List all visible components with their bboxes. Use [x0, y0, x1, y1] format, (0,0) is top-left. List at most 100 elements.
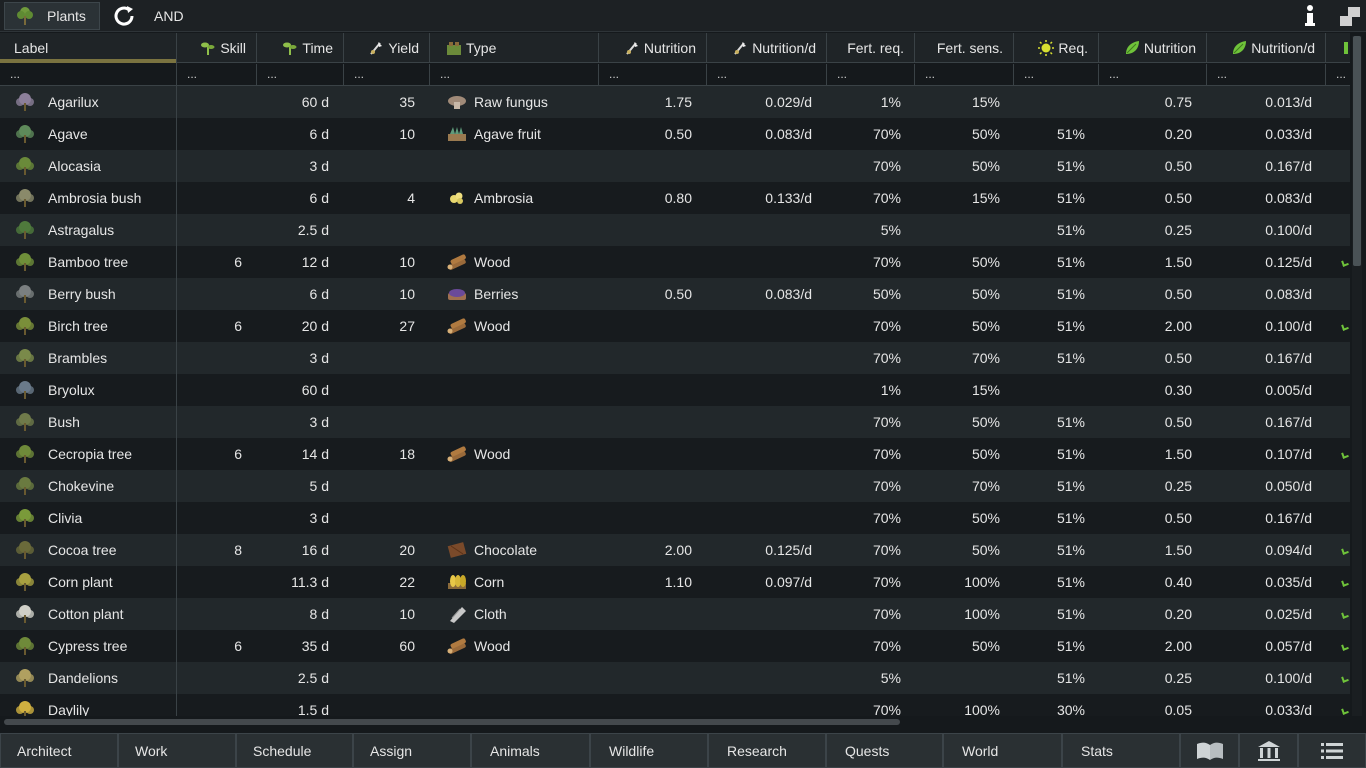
cell-time: 1.5 d	[297, 702, 329, 716]
column-header-leaf-nutrition[interactable]: Nutrition	[1099, 33, 1207, 63]
table-row[interactable]: Bush 3 d 70% 50% 51% 0.50 0.167/d	[0, 406, 1350, 438]
cell-fert-sens: 70%	[971, 478, 1000, 494]
vertical-scroll-thumb[interactable]	[1353, 36, 1361, 266]
filter-light-req[interactable]: ...	[1014, 64, 1099, 86]
column-header-yield[interactable]: Yield	[344, 33, 430, 63]
table-row[interactable]: Agarilux 60 d 35 1.75 0.029/d 1% 15% 0.75 0.013/…	[0, 86, 1350, 118]
filter-leaf-nutrition-per-day[interactable]: ...	[1207, 64, 1326, 86]
column-header-leaf-nutrition-per-day[interactable]: Nutrition/d	[1207, 33, 1326, 63]
tab-plants[interactable]: Plants	[4, 2, 100, 30]
cell-fert-req: 70%	[872, 702, 901, 716]
window-toggle-icon[interactable]	[1338, 5, 1362, 27]
cell-skill: 6	[234, 638, 242, 654]
type-label: Berries	[474, 286, 519, 302]
table-row[interactable]: Bamboo tree 6 12 d 10 70% 50% 51% 1.50 0.125/d Wo…	[0, 246, 1350, 278]
book-icon[interactable]	[1180, 733, 1239, 768]
corn-icon	[446, 573, 468, 591]
bottom-tab-work[interactable]: Work	[118, 733, 236, 768]
bottom-tab-assign[interactable]: Assign	[353, 733, 471, 768]
bottom-tab-animals[interactable]: Animals	[471, 733, 590, 768]
cell-type	[430, 470, 599, 502]
cell-fert-sens: 50%	[971, 510, 1000, 526]
cell-nutrition	[599, 374, 707, 406]
column-header-fert-req[interactable]: Fert. req.	[827, 33, 915, 63]
table-row[interactable]: Berry bush 6 d 10 0.50 0.083/d 50% 50% 51% 0.50 0…	[0, 278, 1350, 310]
filter-skill[interactable]: ...	[177, 64, 257, 86]
leaf-icon	[1231, 40, 1247, 56]
building-icon[interactable]	[1239, 733, 1298, 768]
column-header-time[interactable]: Time	[257, 33, 344, 63]
cell-fert-req: 70%	[872, 510, 901, 526]
cell-n2: 0.50	[1164, 158, 1192, 174]
table-row[interactable]: Alocasia 3 d 70% 50% 51% 0.50 0.167/d	[0, 150, 1350, 182]
table-row[interactable]: Cypress tree 6 35 d 60 70% 50% 51% 2.00 0.057/d W…	[0, 630, 1350, 662]
cell-n2: 2.00	[1164, 638, 1192, 654]
filter-type[interactable]: ...	[430, 64, 599, 86]
table-row[interactable]: Astragalus 2.5 d 5% 51% 0.25 0.100/d	[0, 214, 1350, 246]
bottom-tab-stats[interactable]: Stats	[1062, 733, 1180, 768]
column-header-light-req[interactable]: Req.	[1014, 33, 1099, 63]
cell-skill	[177, 406, 257, 438]
table-row[interactable]: Birch tree 6 20 d 27 70% 50% 51% 2.00 0.100/d Woo…	[0, 310, 1350, 342]
column-header-skill[interactable]: Skill	[177, 33, 257, 63]
table-row[interactable]: Cecropia tree 6 14 d 18 70% 50% 51% 1.50 0.107/d…	[0, 438, 1350, 470]
filter-label[interactable]: ...	[0, 64, 177, 86]
filter-nutrition[interactable]: ...	[599, 64, 707, 86]
table-row[interactable]: Corn plant 11.3 d 22 1.10 0.097/d 70% 100% 51% 0…	[0, 566, 1350, 598]
bottom-tab-research[interactable]: Research	[708, 733, 826, 768]
bottom-tab-quests[interactable]: Quests	[826, 733, 943, 768]
cell-yield: 20	[399, 542, 415, 558]
filter-leaf-nutrition[interactable]: ...	[1099, 64, 1207, 86]
bottom-tab-wildlife[interactable]: Wildlife	[590, 733, 708, 768]
type-label: Wood	[474, 638, 511, 654]
cell-fert-req: 70%	[872, 190, 901, 206]
filter-fert-sens[interactable]: ...	[915, 64, 1014, 86]
cell-time: 2.5 d	[297, 670, 329, 686]
bottom-tab-world[interactable]: World	[943, 733, 1062, 768]
table-row[interactable]: Bryolux 60 d 1% 15% 0.30 0.005/d	[0, 374, 1350, 406]
table-row[interactable]: Cotton plant 8 d 10 70% 100% 51% 0.20 0.025/d Cl…	[0, 598, 1350, 630]
cell-skill	[177, 182, 257, 214]
horizontal-scroll-thumb[interactable]	[4, 719, 900, 725]
table-row[interactable]: Cocoa tree 8 16 d 20 2.00 0.125/d 70% 50% 51% 1.5…	[0, 534, 1350, 566]
refresh-icon[interactable]	[112, 4, 138, 28]
menu-icon[interactable]	[1298, 733, 1366, 768]
cell-skill	[177, 118, 257, 150]
table-row[interactable]: Ambrosia bush 6 d 4 0.80 0.133/d 70% 15% 51% 0.5…	[0, 182, 1350, 214]
filter-mode-toggle[interactable]: AND	[154, 8, 184, 24]
table-row[interactable]: Clivia 3 d 70% 50% 51% 0.50 0.167/d	[0, 502, 1350, 534]
cell-yield	[344, 470, 430, 502]
filter-time[interactable]: ...	[257, 64, 344, 86]
filter-extra[interactable]: ...	[1336, 67, 1347, 81]
cell-yield	[344, 662, 430, 694]
bottom-tab-architect[interactable]: Architect	[0, 733, 118, 768]
column-header-extra[interactable]	[1326, 33, 1350, 63]
green-check-icon	[1341, 323, 1349, 331]
filter-fert-req[interactable]: ...	[827, 64, 915, 86]
table-row[interactable]: Daylily 1.5 d 70% 100% 30% 0.05 0.033/d	[0, 694, 1350, 716]
plant-icon	[14, 412, 36, 432]
column-header-fert-sens[interactable]: Fert. sens.	[915, 33, 1014, 63]
column-header-nutrition[interactable]: Nutrition	[599, 33, 707, 63]
plant-label: Bamboo tree	[48, 254, 129, 270]
table-row[interactable]: Dandelions 2.5 d 5% 51% 0.25 0.100/d	[0, 662, 1350, 694]
bottom-tab-schedule[interactable]: Schedule	[236, 733, 353, 768]
vertical-scrollbar[interactable]	[1352, 36, 1362, 716]
cell-fert-req: 70%	[872, 414, 901, 430]
cell-fert-req: 5%	[880, 670, 901, 686]
table-row[interactable]: Brambles 3 d 70% 70% 51% 0.50 0.167/d	[0, 342, 1350, 374]
cell-skill	[177, 86, 257, 118]
filter-yield[interactable]: ...	[344, 64, 430, 86]
table-row[interactable]: Agave 6 d 10 0.50 0.083/d 70% 50% 51% 0.20 0.033/…	[0, 118, 1350, 150]
filter-nutrition-per-day[interactable]: ...	[707, 64, 827, 86]
cell-nutrition-d: 0.097/d	[765, 574, 812, 590]
info-icon[interactable]	[1300, 4, 1320, 28]
column-header-nutrition-per-day[interactable]: Nutrition/d	[707, 33, 827, 63]
table-row[interactable]: Chokevine 5 d 70% 70% 51% 0.25 0.050/d	[0, 470, 1350, 502]
plant-icon	[14, 604, 36, 624]
cell-fert-sens: 50%	[971, 158, 1000, 174]
cell-type	[430, 502, 599, 534]
column-header-type[interactable]: Type	[430, 33, 599, 63]
cell-n2-d: 0.100/d	[1265, 670, 1312, 686]
cell-req	[1014, 86, 1099, 118]
